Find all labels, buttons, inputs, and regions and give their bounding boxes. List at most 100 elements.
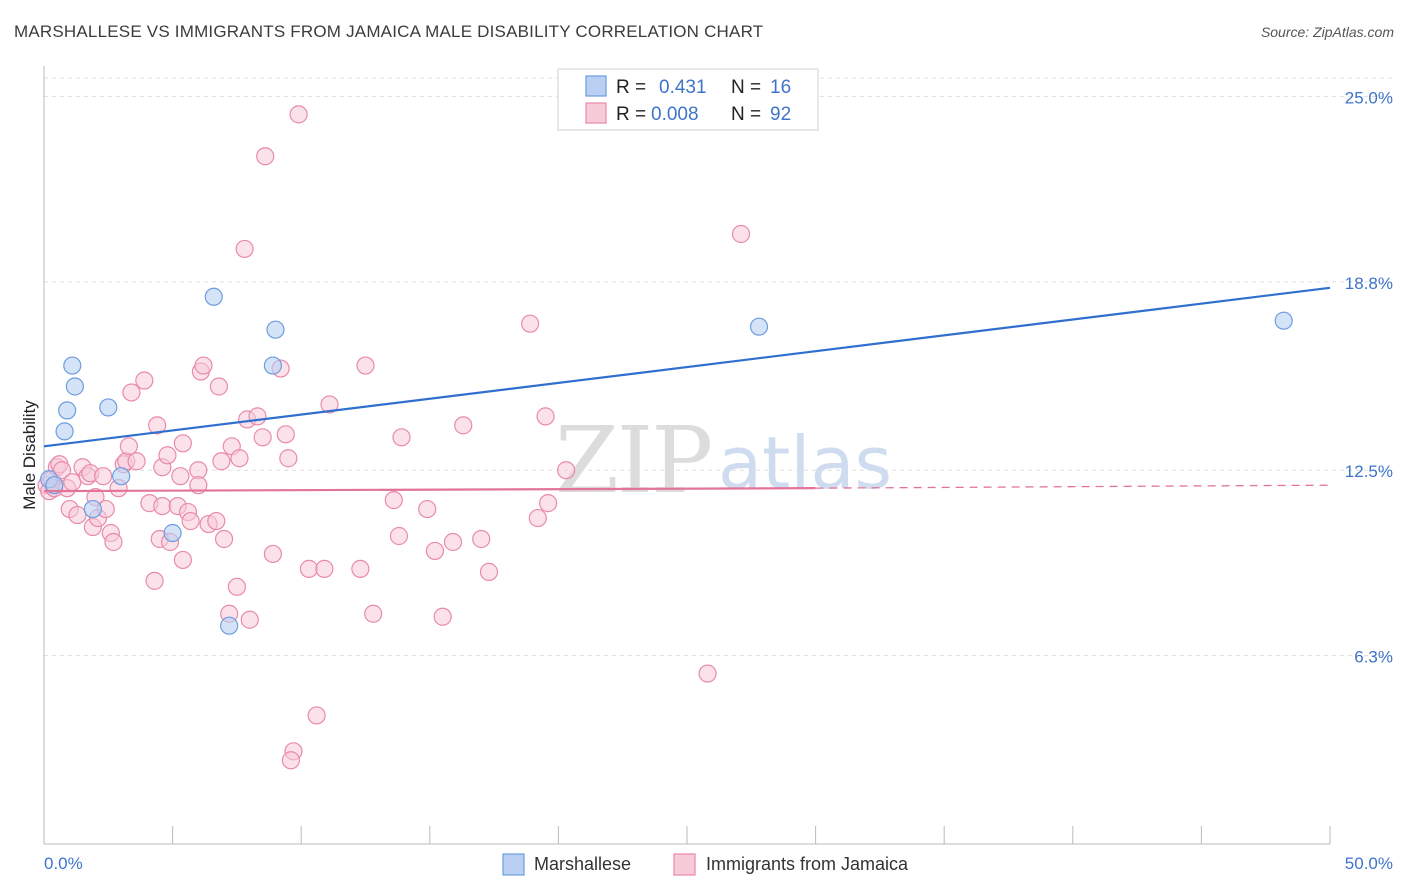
jamaica-trend-line [43,487,816,493]
legend-n-label-2: N = [731,104,761,125]
jamaica-point [148,416,167,435]
jamaica-point [135,371,154,390]
jamaica-point [212,452,231,471]
jamaica-point [392,428,411,447]
series-marshallese-points [40,287,1293,635]
watermark-atlas: atlas [718,421,892,505]
legend-r-value-1: 0.431 [659,77,707,98]
y-tick-label: 12.5% [1345,462,1393,481]
jamaica-point [433,607,452,626]
jamaica-point [557,461,576,480]
y-axis-label: Male Disability [20,400,39,510]
marshallese-point [63,356,82,375]
jamaica-point [364,604,383,623]
jamaica-point [731,224,751,244]
jamaica-point [315,559,334,578]
series-legend: Marshallese Immigrants from Jamaica [502,853,909,876]
bottom-legend-jamaica: Immigrants from Jamaica [706,854,909,874]
jamaica-point [479,562,499,581]
jamaica-point [281,751,301,770]
marshallese-point [163,523,182,543]
jamaica-point [256,147,275,166]
y-tick-label: 25.0% [1345,88,1393,107]
jamaica-point [209,377,228,396]
jamaica-point [425,541,445,561]
y-tick-label: 18.8% [1345,274,1393,293]
legend-n-value-1: 16 [770,77,791,98]
stats-legend: R = 0.431 N = 16 R = 0.008 N = 92 [557,68,819,131]
jamaica-point [253,428,272,447]
gridlines [44,77,1392,657]
marshallese-point [55,422,74,441]
jamaica-point [173,434,192,453]
jamaica-point [263,544,283,564]
jamaica-point [230,449,249,468]
bottom-legend-swatch-marshallese [502,853,525,876]
y-tick-labels: 6.3% 12.5% 18.8% 25.0% [1345,88,1393,666]
marshallese-point [266,320,285,339]
jamaica-point [384,491,403,510]
x-tick-label-min: 0.0% [44,854,83,873]
chart-title: MARSHALLESE VS IMMIGRANTS FROM JAMAICA M… [14,22,764,41]
marshallese-point [112,467,131,486]
jamaica-point [194,356,213,375]
jamaica-point [698,664,717,683]
legend-swatch-marshallese [585,75,607,97]
legend-swatch-jamaica [585,102,607,124]
jamaica-point [320,395,339,414]
jamaica-point [443,532,463,552]
marshallese-point [749,317,769,336]
jamaica-point [122,383,141,402]
legend-r-value-2: 0.008 [651,104,699,125]
x-tick-labels: 0.0% 50.0% [44,854,1393,873]
marshallese-point [204,287,223,306]
legend-n-value-2: 92 [770,104,791,125]
jamaica-point [63,473,82,492]
axes [43,66,1331,845]
jamaica-point [173,550,192,570]
legend-n-label-1: N = [731,77,761,98]
jamaica-point [127,452,146,471]
jamaica-point [356,356,375,375]
jamaica-point [153,496,172,516]
marshallese-trend-line [43,286,1331,448]
marshallese-point [83,499,102,519]
jamaica-trend-extension [815,484,1331,489]
jamaica-point [68,505,87,525]
jamaica-point [181,511,200,531]
trend-lines [43,286,1331,493]
jamaica-point [104,532,123,552]
jamaica-point [189,476,208,495]
legend-r-label-1: R = [616,77,646,98]
jamaica-point [94,467,113,486]
jamaica-point [119,437,138,456]
jamaica-point [279,449,298,468]
jamaica-point [207,511,226,531]
watermark: ZIP atlas [555,407,892,514]
jamaica-point [235,239,254,259]
marshallese-point [1274,311,1293,330]
jamaica-point [276,425,295,444]
jamaica-point [289,105,308,124]
jamaica-point [158,446,177,465]
marshallese-point [220,616,239,635]
marshallese-point [45,476,64,495]
jamaica-point [240,610,259,629]
bottom-legend-swatch-jamaica [673,853,696,876]
marshallese-point [99,398,118,417]
watermark-zip: ZIP [555,407,711,514]
bottom-legend-marshallese: Marshallese [534,854,631,874]
jamaica-point [536,407,555,426]
jamaica-point [539,494,558,513]
jamaica-point [472,529,491,549]
marshallese-point [65,377,84,396]
jamaica-point [299,559,319,578]
marshallese-point [263,356,283,375]
jamaica-point [52,461,72,480]
source-label: Source: ZipAtlas.com [1260,24,1394,40]
jamaica-point [528,508,547,528]
legend-r-label-2: R = [616,104,646,125]
jamaica-point [145,571,164,590]
x-tick-label-max: 50.0% [1345,854,1393,873]
